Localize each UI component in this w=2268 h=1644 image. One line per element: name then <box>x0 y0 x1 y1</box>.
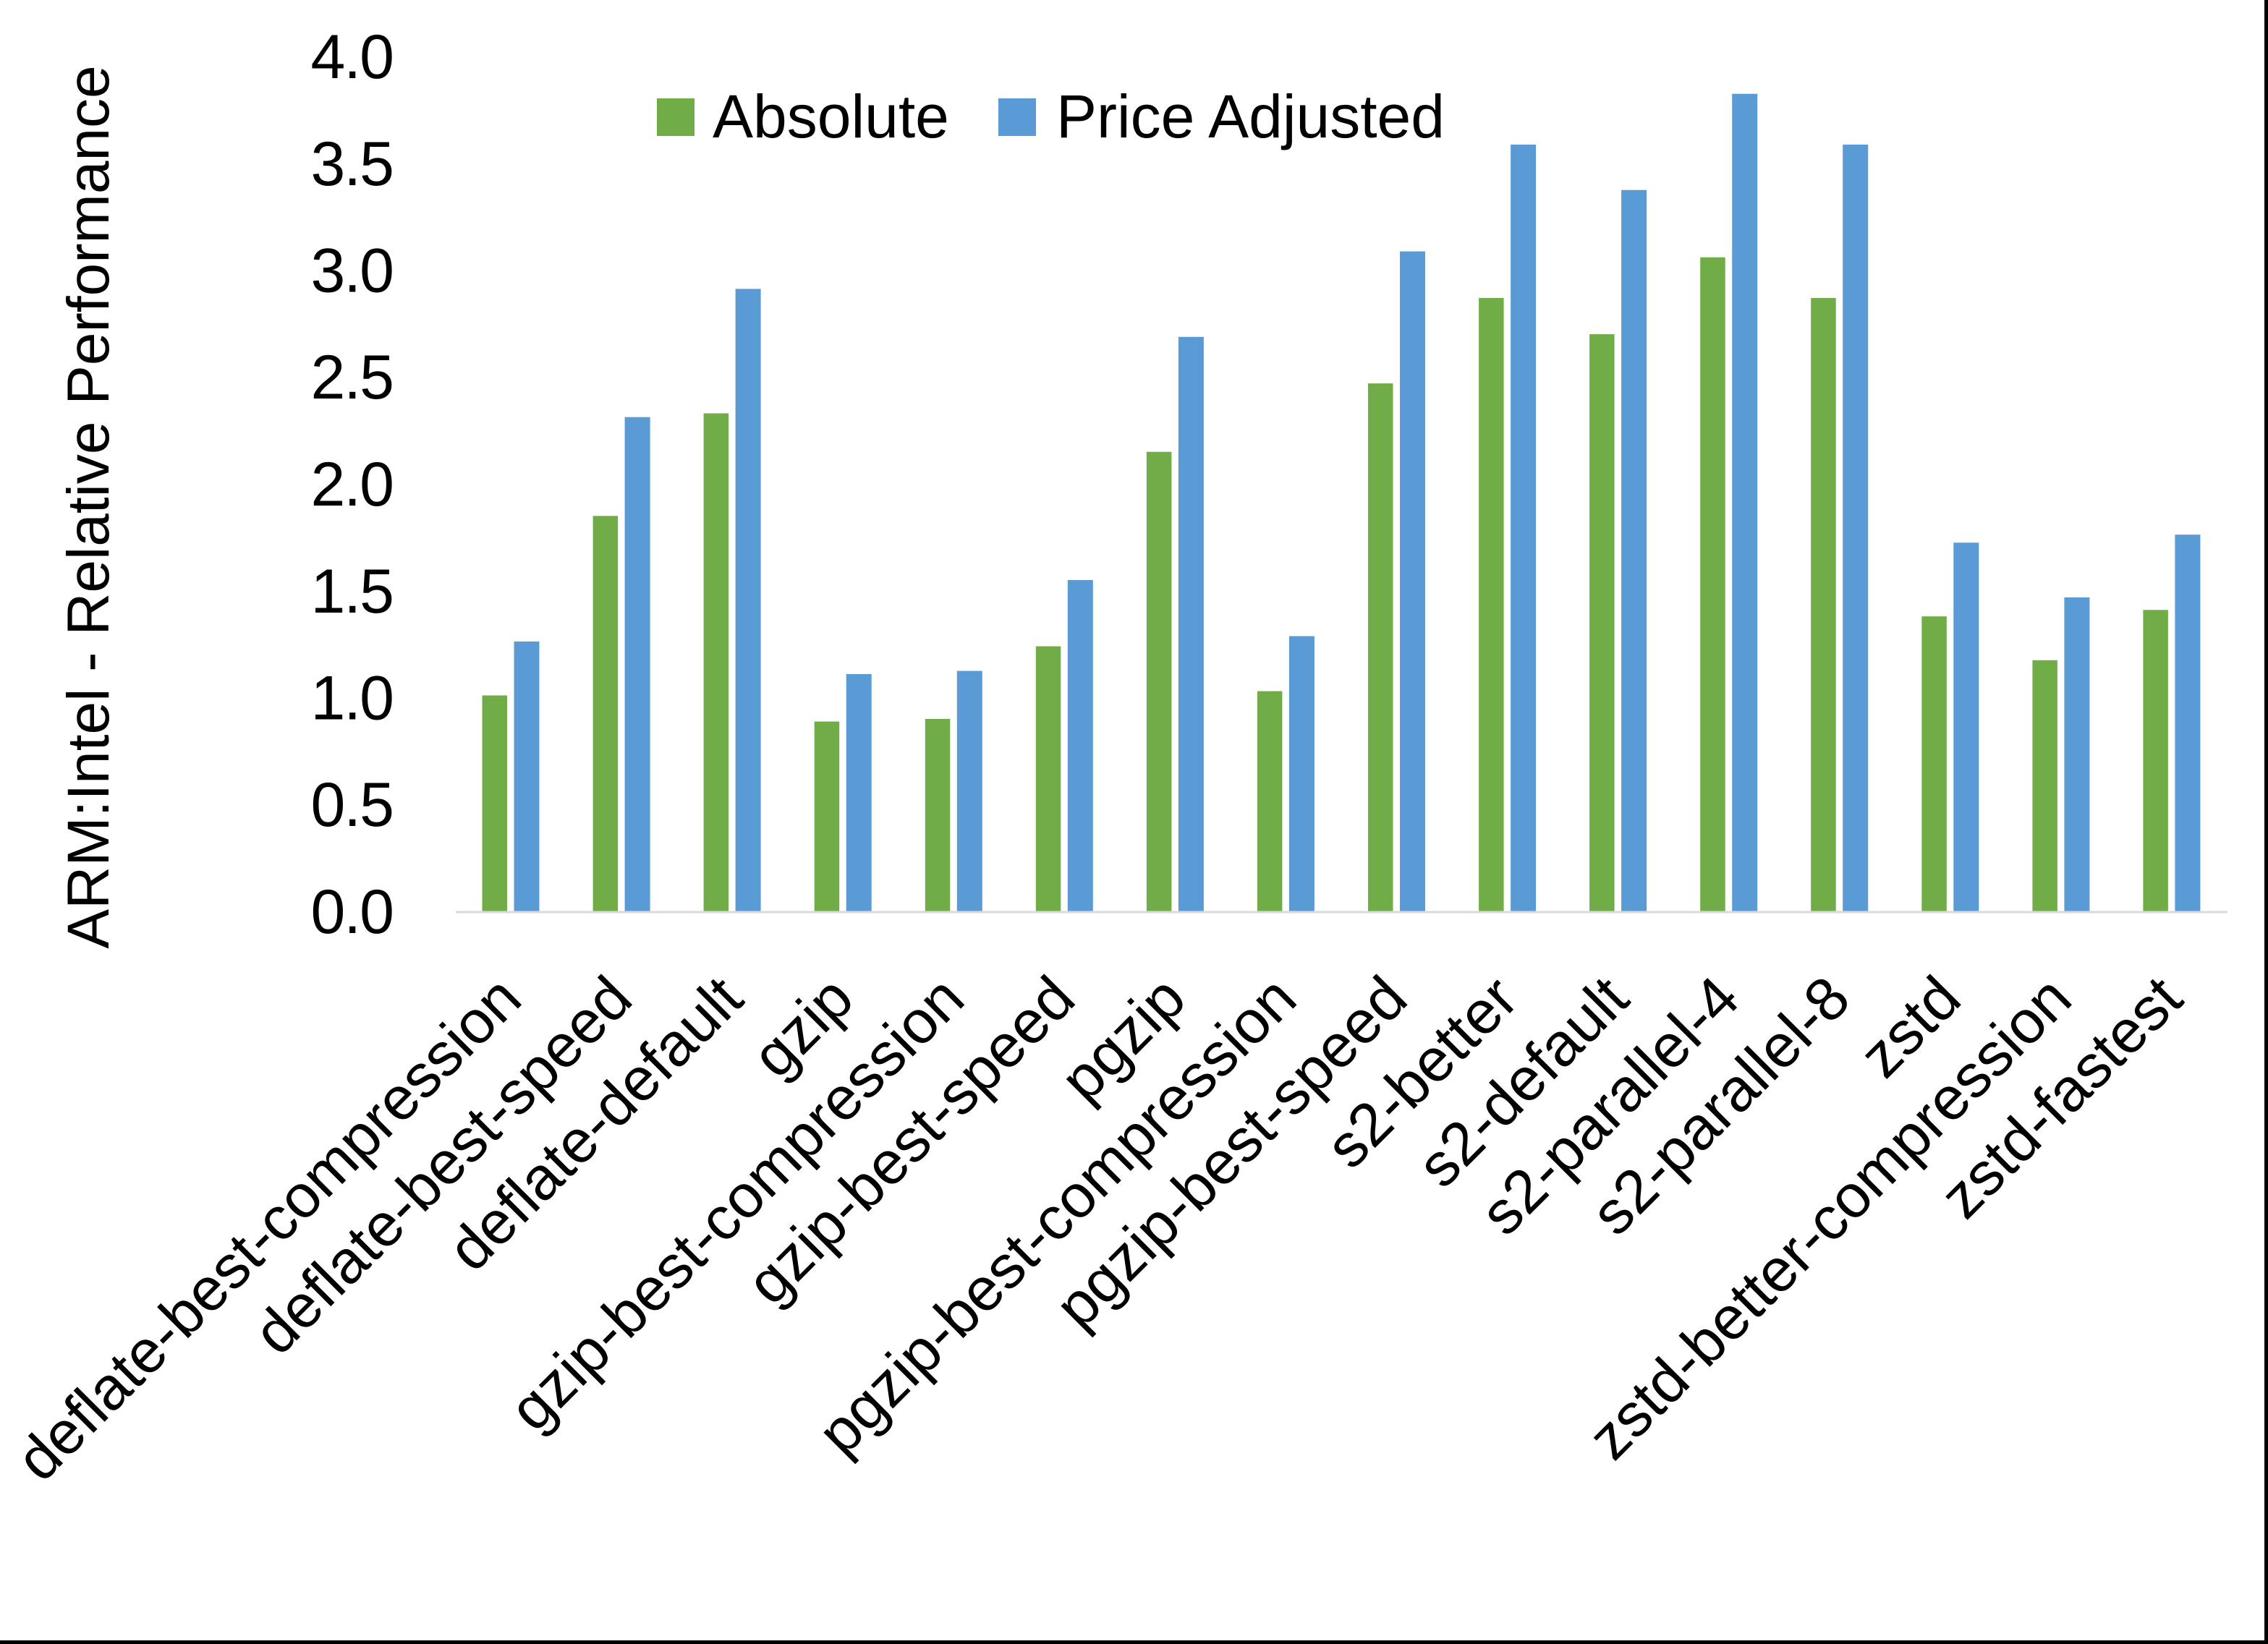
svg-text:3.5: 3.5 <box>310 129 393 199</box>
svg-text:0.0: 0.0 <box>310 877 393 947</box>
svg-text:2.5: 2.5 <box>310 343 393 412</box>
svg-text:ARM:Intel - Relative Performan: ARM:Intel - Relative Performance <box>56 65 122 948</box>
svg-text:1.0: 1.0 <box>310 664 393 733</box>
svg-text:4.0: 4.0 <box>310 22 393 92</box>
svg-text:2.0: 2.0 <box>310 450 393 519</box>
svg-text:1.5: 1.5 <box>310 557 393 626</box>
svg-text:0.5: 0.5 <box>310 770 393 840</box>
svg-text:Price Adjusted: Price Adjusted <box>1056 82 1445 150</box>
svg-text:Absolute: Absolute <box>713 82 949 150</box>
svg-text:3.0: 3.0 <box>310 237 393 306</box>
